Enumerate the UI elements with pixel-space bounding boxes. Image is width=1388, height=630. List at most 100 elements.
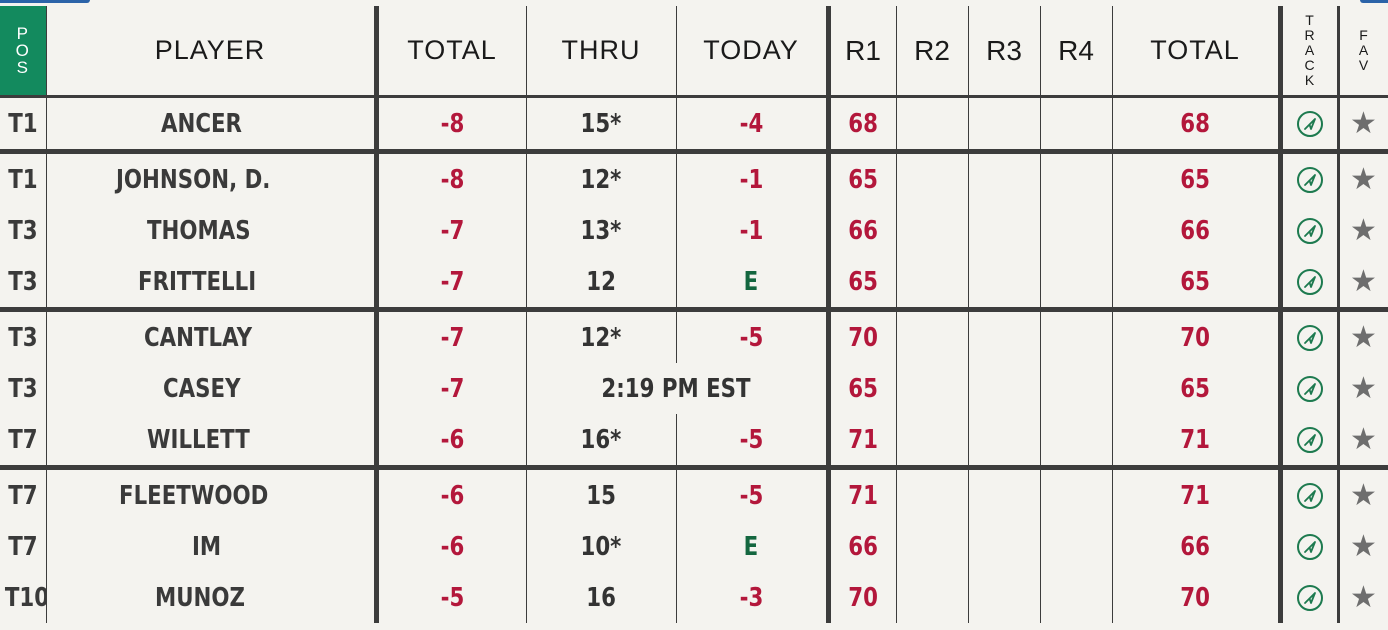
track-cell	[1280, 414, 1340, 470]
player-name-cell-text: WILLETT	[147, 424, 251, 455]
player-row[interactable]: T1 JOHNSON, D. -8 12* -1 65 65 ★	[0, 151, 1388, 205]
thru-cell: 12*	[526, 151, 677, 205]
today-cell-text: -4	[739, 108, 763, 139]
compass-icon[interactable]	[1296, 483, 1323, 509]
player-name-cell[interactable]: WILLETT	[46, 414, 379, 470]
column-header-r4[interactable]: R4	[1040, 6, 1113, 98]
position-cell: T3	[0, 309, 47, 363]
player-name-cell[interactable]: THOMAS	[46, 205, 379, 256]
track-cell	[1280, 309, 1340, 363]
round3-cell	[968, 256, 1041, 312]
total-to-par-cell: -8	[376, 151, 527, 205]
track-header-letter: K	[1304, 72, 1315, 88]
player-name-cell[interactable]: JOHNSON, D.	[46, 151, 379, 205]
round1-cell-text: 71	[848, 480, 878, 511]
today-cell-text: E	[743, 266, 759, 297]
player-name-cell[interactable]: FLEETWOOD	[46, 467, 379, 521]
star-icon[interactable]: ★	[1350, 422, 1377, 457]
thru-cell-text: 16	[586, 582, 616, 613]
round2-cell	[896, 309, 969, 363]
star-icon[interactable]: ★	[1350, 580, 1377, 615]
player-row[interactable]: T3 FRITTELLI -7 12 E 65 65 ★	[0, 256, 1388, 312]
player-name-cell[interactable]: ANCER	[46, 96, 379, 154]
compass-icon[interactable]	[1296, 427, 1323, 453]
track-cell	[1280, 467, 1340, 521]
round4-cell	[1040, 414, 1113, 470]
compass-icon[interactable]	[1296, 376, 1323, 402]
position-cell-text: T7	[8, 531, 38, 562]
round1-cell: 66	[828, 521, 897, 572]
total-to-par-cell-text: -6	[440, 531, 464, 562]
player-row[interactable]: T7 IM -6 10* E 66 66 ★	[0, 521, 1388, 572]
column-header-total-strokes[interactable]: TOTAL	[1112, 6, 1283, 98]
star-icon[interactable]: ★	[1350, 371, 1377, 406]
today-cell: -5	[676, 467, 831, 521]
position-cell: T1	[0, 96, 47, 154]
position-cell-text: T7	[8, 424, 38, 455]
thru-cell-text: 13*	[580, 215, 622, 246]
column-header-r2[interactable]: R2	[896, 6, 969, 98]
track-header-letter: T	[1305, 12, 1314, 28]
round1-cell: 70	[828, 309, 897, 363]
track-cell	[1280, 363, 1340, 414]
total-to-par-cell-text: -7	[440, 215, 464, 246]
star-icon[interactable]: ★	[1350, 264, 1377, 299]
player-name-cell[interactable]: MUNOZ	[46, 572, 379, 623]
thru-cell: 15*	[526, 96, 677, 154]
player-name-cell[interactable]: CASEY	[46, 363, 379, 414]
player-row[interactable]: T3 CANTLAY -7 12* -5 70 70 ★	[0, 309, 1388, 363]
fav-cell: ★	[1338, 205, 1388, 256]
compass-icon[interactable]	[1296, 325, 1323, 351]
compass-icon[interactable]	[1296, 269, 1323, 295]
compass-icon[interactable]	[1296, 534, 1323, 560]
total-to-par-cell-text: -8	[440, 164, 464, 195]
total-to-par-cell: -7	[376, 256, 527, 312]
column-header-r3[interactable]: R3	[968, 6, 1041, 98]
round1-cell-text: 70	[848, 582, 878, 613]
star-icon[interactable]: ★	[1350, 213, 1377, 248]
player-name-cell[interactable]: FRITTELLI	[46, 256, 379, 312]
thru-cell-text: 12*	[580, 322, 622, 353]
tee-time-cell: 2:19 PM EST	[526, 363, 831, 414]
compass-icon[interactable]	[1296, 111, 1323, 137]
column-header-total[interactable]: TOTAL	[376, 6, 527, 98]
position-cell: T3	[0, 256, 47, 312]
column-header-thru[interactable]: THRU	[526, 6, 677, 98]
round4-cell	[1040, 151, 1113, 205]
round1-cell-text: 65	[848, 164, 878, 195]
position-cell: T7	[0, 521, 47, 572]
player-name-cell[interactable]: IM	[46, 521, 379, 572]
compass-icon[interactable]	[1296, 585, 1323, 611]
star-icon[interactable]: ★	[1350, 162, 1377, 197]
round2-cell	[896, 572, 969, 623]
position-cell: T10	[0, 572, 47, 623]
fav-header-letter: A	[1358, 42, 1369, 58]
star-icon[interactable]: ★	[1350, 106, 1377, 141]
total-strokes-cell-text: 70	[1180, 322, 1210, 353]
total-strokes-cell-text: 68	[1180, 108, 1210, 139]
player-row[interactable]: T3 CASEY -7 2:19 PM EST 65 65 ★	[0, 363, 1388, 414]
total-strokes-cell: 70	[1112, 572, 1283, 623]
player-name-cell[interactable]: CANTLAY	[46, 309, 379, 363]
player-row[interactable]: T3 THOMAS -7 13* -1 66 66 ★	[0, 205, 1388, 256]
star-icon[interactable]: ★	[1350, 478, 1377, 513]
column-header-r1[interactable]: R1	[828, 6, 897, 98]
star-icon[interactable]: ★	[1350, 529, 1377, 564]
column-header-player[interactable]: PLAYER	[46, 6, 379, 98]
compass-icon[interactable]	[1296, 218, 1323, 244]
fav-cell: ★	[1338, 467, 1388, 521]
compass-icon[interactable]	[1296, 167, 1323, 193]
player-row[interactable]: T10 MUNOZ -5 16 -3 70 70 ★	[0, 572, 1388, 623]
column-header-today[interactable]: TODAY	[676, 6, 831, 98]
player-row[interactable]: T7 FLEETWOOD -6 15 -5 71 71 ★	[0, 467, 1388, 521]
player-row[interactable]: T7 WILLETT -6 16* -5 71 71 ★	[0, 414, 1388, 470]
player-row[interactable]: T1 ANCER -8 15* -4 68 68 ★	[0, 96, 1388, 154]
fav-cell: ★	[1338, 572, 1388, 623]
fav-cell: ★	[1338, 96, 1388, 154]
star-icon[interactable]: ★	[1350, 320, 1377, 355]
round3-cell	[968, 414, 1041, 470]
